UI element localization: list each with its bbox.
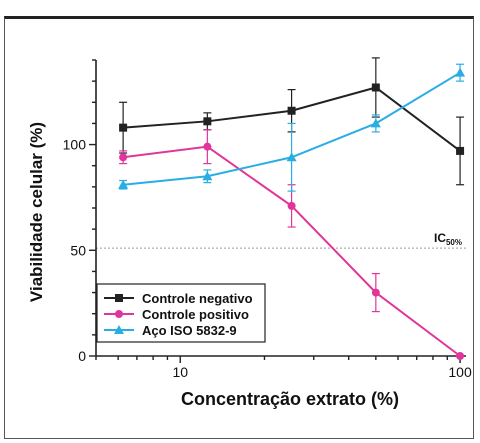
y-axis-title: Viabilidade celular (%) <box>27 122 46 302</box>
ic50-label: IC50% <box>434 231 462 247</box>
data-point <box>370 118 381 128</box>
legend-marker <box>115 310 123 318</box>
data-point <box>119 153 128 162</box>
series-layer <box>118 57 466 360</box>
data-point <box>456 146 465 155</box>
x-tick-label: 100 <box>448 364 472 380</box>
data-point <box>118 179 129 189</box>
x-axis-title: Concentração extrato (%) <box>181 389 399 409</box>
data-point <box>287 201 296 210</box>
data-point <box>455 67 466 77</box>
data-point <box>371 288 380 297</box>
legend-label: Controle negativo <box>142 291 253 306</box>
x-tick-label: 10 <box>172 364 188 380</box>
data-point <box>202 171 213 181</box>
figure-frame <box>4 16 474 439</box>
data-point <box>286 152 297 162</box>
data-point <box>119 123 128 132</box>
ticks: 0 50 100 10 100 <box>63 59 472 380</box>
data-point <box>203 142 212 151</box>
legend-marker <box>114 325 124 334</box>
data-point <box>456 352 465 360</box>
legend-label: Aço ISO 5832-9 <box>142 323 237 338</box>
y-tick-label: 0 <box>78 348 86 364</box>
legend-label: Controle positivo <box>142 307 249 322</box>
data-point <box>203 117 212 126</box>
legend-box <box>96 283 266 343</box>
legend-marker <box>115 294 123 302</box>
ic50-label-subscript: 50% <box>446 238 462 247</box>
data-point <box>371 83 380 92</box>
series-3 <box>118 63 466 192</box>
y-tick-label: 50 <box>70 242 86 258</box>
y-tick-label: 100 <box>63 137 87 153</box>
ic50-label-main: IC <box>434 231 446 245</box>
data-point <box>287 106 296 115</box>
series-2 <box>119 129 465 360</box>
